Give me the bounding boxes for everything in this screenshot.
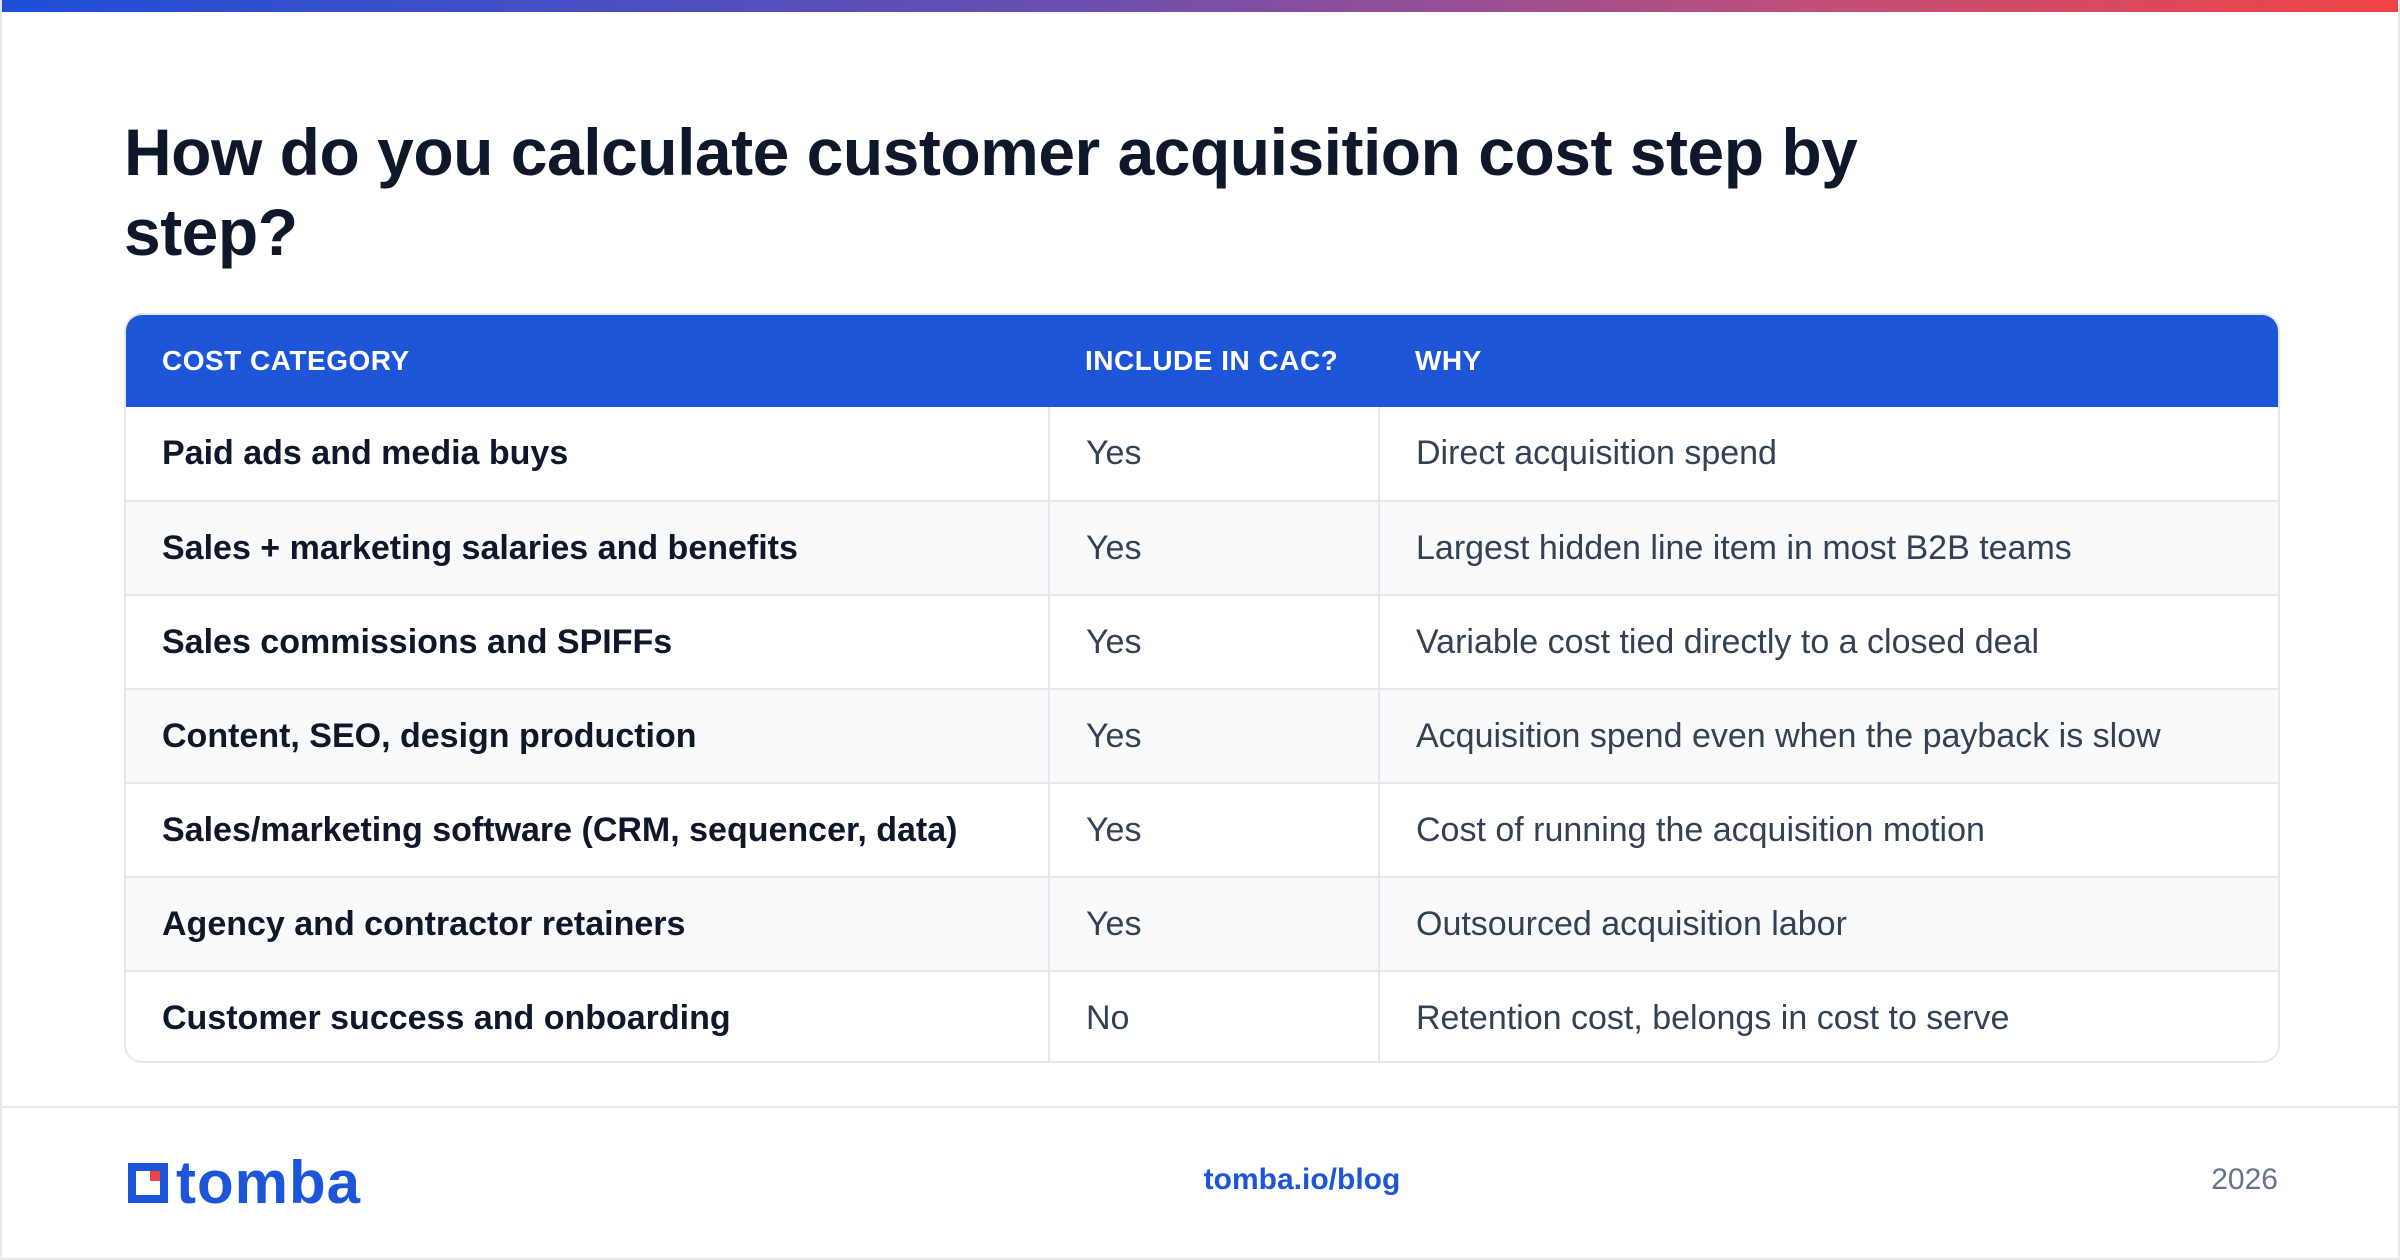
table-row: Sales/marketing software (CRM, sequencer… <box>126 783 2278 877</box>
cac-cost-table: COST CATEGORY INCLUDE IN CAC? WHY Paid a… <box>126 315 2278 1061</box>
row-category: Content, SEO, design production <box>162 716 697 755</box>
row-include: Yes <box>1048 689 1379 783</box>
header-cost-category: COST CATEGORY <box>162 345 410 376</box>
row-include: Yes <box>1048 877 1379 971</box>
row-category: Agency and contractor retainers <box>162 904 686 943</box>
table-body: Paid ads and media buys Yes Direct acqui… <box>126 407 2278 1061</box>
footer-year: 2026 <box>2211 1163 2278 1196</box>
row-category: Sales/marketing software (CRM, sequencer… <box>162 810 958 849</box>
row-why: Retention cost, belongs in cost to serve <box>1378 971 2278 1061</box>
table-row: Content, SEO, design production Yes Acqu… <box>126 689 2278 783</box>
row-include: Yes <box>1048 783 1379 877</box>
table-header-row: COST CATEGORY INCLUDE IN CAC? WHY <box>126 315 2278 407</box>
top-gradient-bar <box>2 0 2398 12</box>
row-include: Yes <box>1048 407 1379 501</box>
footer-blog-link[interactable]: tomba.io/blog <box>1203 1163 1401 1196</box>
row-why: Cost of running the acquisition motion <box>1378 783 2278 877</box>
table-row: Sales commissions and SPIFFs Yes Variabl… <box>126 595 2278 689</box>
row-category: Sales + marketing salaries and benefits <box>162 528 798 567</box>
table-row: Sales + marketing salaries and benefits … <box>126 501 2278 595</box>
row-why: Direct acquisition spend <box>1378 407 2278 501</box>
tomba-logo-icon <box>124 1159 172 1207</box>
row-include: No <box>1048 971 1379 1061</box>
table-header: COST CATEGORY INCLUDE IN CAC? WHY <box>126 315 2278 407</box>
logo-wordmark: tomba <box>176 1149 361 1216</box>
cac-table-container: COST CATEGORY INCLUDE IN CAC? WHY Paid a… <box>124 313 2280 1063</box>
page-title: How do you calculate customer acquisitio… <box>124 115 1858 269</box>
row-why: Outsourced acquisition labor <box>1378 877 2278 971</box>
row-include: Yes <box>1048 501 1379 595</box>
row-category: Sales commissions and SPIFFs <box>162 622 673 661</box>
table-row: Customer success and onboarding No Reten… <box>126 971 2278 1061</box>
footer-divider <box>2 1106 2398 1108</box>
table-row: Agency and contractor retainers Yes Outs… <box>126 877 2278 971</box>
row-category: Customer success and onboarding <box>162 999 731 1037</box>
row-include: Yes <box>1048 595 1379 689</box>
table-row: Paid ads and media buys Yes Direct acqui… <box>126 407 2278 501</box>
row-category: Paid ads and media buys <box>162 434 569 472</box>
row-why: Acquisition spend even when the payback … <box>1378 689 2278 783</box>
header-why: WHY <box>1415 345 1482 376</box>
header-include-in-cac: INCLUDE IN CAC? <box>1085 345 1339 376</box>
row-why: Variable cost tied directly to a closed … <box>1378 595 2278 689</box>
row-why: Largest hidden line item in most B2B tea… <box>1378 501 2278 595</box>
tomba-logo[interactable]: tomba <box>124 1149 361 1216</box>
